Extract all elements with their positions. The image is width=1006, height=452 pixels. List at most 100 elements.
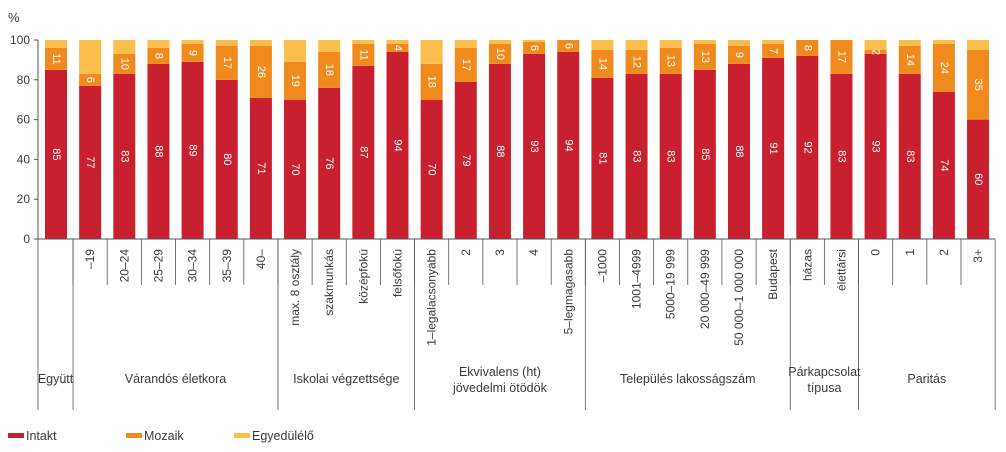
data-label: 4 (392, 45, 404, 51)
data-label: 9 (187, 50, 199, 56)
bar-segment-intakt (762, 57, 785, 239)
bar-segment-egyed-l-l- (352, 40, 375, 44)
data-label: 26 (255, 66, 267, 78)
bar-segment-intakt (113, 73, 136, 239)
data-label: 83 (631, 150, 643, 162)
x-category-label: középfokú (356, 249, 370, 304)
data-label: 70 (289, 163, 301, 175)
bar-segment-mozaik (79, 73, 102, 86)
data-label: 9 (733, 52, 745, 58)
data-label: 94 (392, 139, 404, 151)
y-tick-label: 40 (17, 152, 31, 166)
bar-segment-intakt (796, 55, 819, 239)
data-label: 11 (357, 49, 369, 60)
legend-label: Intakt (26, 429, 57, 443)
bar-segment-egyed-l-l- (591, 40, 614, 50)
data-label: 88 (494, 145, 506, 157)
data-label: 89 (187, 144, 199, 156)
bar-segment-mozaik (625, 49, 648, 74)
data-label: 92 (801, 141, 813, 153)
bar-segment-mozaik (557, 40, 580, 52)
bar-segment-intakt (728, 63, 750, 239)
bar-segment-mozaik (488, 43, 511, 64)
x-category-label: 3 (493, 249, 507, 256)
data-label: 83 (118, 150, 130, 162)
bar-segment-egyed-l-l- (215, 40, 238, 46)
bar-segment-intakt (693, 69, 716, 239)
bar-segment-egyed-l-l- (967, 40, 990, 50)
data-label: 83 (835, 150, 847, 162)
y-axis: 0 20 40 60 80 100 (10, 33, 39, 246)
data-label: 85 (50, 148, 62, 160)
data-label: 24 (938, 62, 950, 74)
bar-segment-egyed-l-l- (113, 40, 136, 54)
data-label: 85 (699, 148, 711, 160)
y-tick-label: 20 (17, 192, 31, 206)
data-label: 6 (84, 77, 96, 83)
legend-label: Mozaik (144, 429, 184, 443)
bar-segment-intakt (249, 97, 272, 240)
x-group-label: Ekvivalens (ht) (459, 365, 541, 379)
data-label: 83 (904, 150, 916, 162)
data-label: 76 (323, 157, 335, 169)
bar-segment-egyed-l-l- (420, 40, 443, 64)
data-label: 12 (631, 56, 643, 68)
x-category-label: –1000 (595, 249, 609, 283)
x-category-label: 2 (937, 249, 951, 256)
bar-segment-mozaik (864, 49, 887, 54)
bar-segment-egyed-l-l- (318, 40, 341, 52)
bar-segment-intakt (625, 73, 648, 239)
bar-segment-mozaik (45, 47, 67, 70)
data-label: 8 (801, 45, 813, 51)
bar-segment-egyed-l-l- (454, 40, 477, 48)
bar-segment-mozaik (181, 43, 204, 62)
x-category-label: 50 000–1 000 000 (732, 249, 746, 346)
x-category-label: 4 (527, 249, 541, 256)
y-axis-unit-label: % (8, 10, 20, 25)
data-label: 13 (665, 55, 677, 67)
x-category-label: 30–34 (186, 249, 200, 283)
bar-segment-intakt (215, 79, 238, 239)
bar-segment-intakt (318, 87, 341, 239)
x-group-label: típusa (807, 381, 841, 395)
x-group-label: Várandós életkora (125, 372, 227, 386)
bar-segment-egyed-l-l- (625, 40, 648, 50)
bar-segment-egyed-l-l- (932, 40, 955, 44)
bar-segment-mozaik (386, 43, 409, 52)
data-label: 79 (460, 154, 472, 166)
x-category-label: 35–39 (220, 249, 234, 283)
x-category-label: házas (800, 249, 814, 281)
data-label: 93 (528, 140, 540, 152)
bar-segment-mozaik (454, 47, 477, 82)
bar-segment-egyed-l-l- (693, 40, 716, 44)
bar-segment-intakt (352, 65, 375, 240)
data-label: 87 (357, 146, 369, 158)
data-label: 17 (460, 59, 472, 71)
bar-segment-egyed-l-l- (762, 40, 785, 44)
data-label: 18 (323, 64, 335, 76)
bar-segment-mozaik (762, 43, 785, 58)
x-category-label: 3+ (971, 249, 985, 263)
x-group-label: Együtt (38, 372, 74, 386)
bar-segment-intakt (45, 69, 67, 239)
bar-segment-egyed-l-l- (864, 40, 887, 50)
legend-swatch (126, 433, 142, 438)
x-category-label: max. 8 osztály (288, 249, 302, 326)
data-label: 83 (665, 150, 677, 162)
x-category-label: élettársi (834, 249, 848, 291)
bar-segment-mozaik (352, 43, 375, 66)
bar-segment-intakt (523, 53, 546, 240)
bar-segment-mozaik (898, 45, 921, 74)
bar-segment-egyed-l-l- (386, 40, 409, 44)
data-label: 6 (562, 43, 574, 49)
data-label: 71 (255, 162, 267, 174)
bar-segment-mozaik (523, 41, 546, 54)
x-category-label: 1–legalacsonyabb (425, 249, 439, 346)
bar-segment-mozaik (113, 53, 136, 74)
data-label: 17 (221, 57, 233, 69)
bar-segment-mozaik (967, 49, 990, 120)
data-label: 94 (562, 139, 574, 151)
bar-segment-mozaik (693, 43, 716, 70)
data-label: 81 (596, 152, 608, 164)
